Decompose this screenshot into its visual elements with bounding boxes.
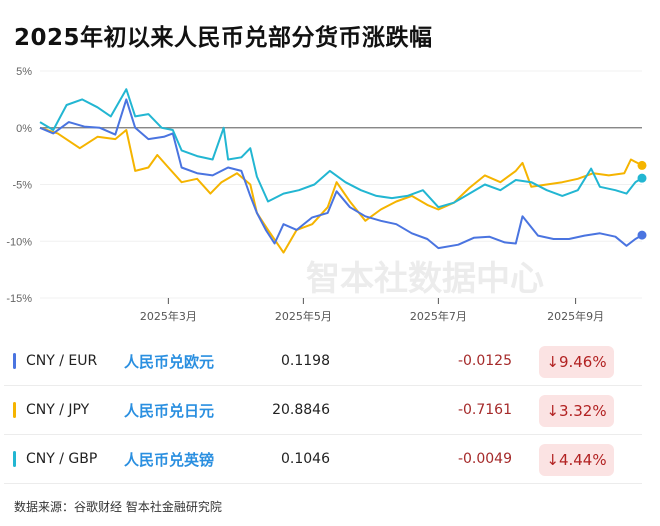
- series-line-cnyjpy: [39, 126, 643, 254]
- currency-row: CNY / GBP 人民币兑英镑 0.1046 -0.0049 ↓4.44%: [4, 436, 642, 484]
- x-tick-label: 2025年5月: [275, 309, 332, 323]
- percent-change-badge: ↓4.44%: [539, 444, 614, 476]
- line-chart: 5% 0% -5% -10% -15% 智本社数据中心 2025年3月 2025年5月 2025…: [6, 66, 647, 323]
- watermark: 智本社数据中心: [306, 259, 544, 299]
- x-tick-label: 2025年7月: [410, 309, 467, 323]
- pair-name: 人民币兑英镑: [124, 451, 215, 469]
- x-tick-label: 2025年9月: [547, 309, 604, 323]
- currency-row: CNY / EUR 人民币兑欧元 0.1198 -0.0125 ↓9.46%: [4, 338, 642, 386]
- percent-change-badge: ↓9.46%: [539, 346, 614, 378]
- x-tick-label: 2025年3月: [140, 309, 197, 323]
- page-title: 2025年初以来人民币兑部分货币涨跌幅: [14, 25, 433, 51]
- rate-value: 20.8846: [272, 402, 330, 418]
- series-end-dot: [637, 160, 647, 170]
- pair-label: CNY / GBP: [26, 451, 98, 467]
- change-value: -0.7161: [457, 402, 512, 418]
- series-end-dot: [637, 173, 647, 183]
- change-value: -0.0125: [457, 353, 512, 369]
- y-tick-label: 0%: [16, 123, 32, 135]
- pair-name: 人民币兑欧元: [124, 353, 215, 371]
- pair-name: 人民币兑日元: [124, 402, 215, 420]
- change-value: -0.0049: [457, 451, 512, 467]
- y-tick-label: 5%: [16, 66, 32, 78]
- series-color-marker: [13, 353, 16, 369]
- pair-label: CNY / JPY: [26, 402, 90, 418]
- series-line-cnyeur: [39, 98, 643, 250]
- series-color-marker: [13, 451, 16, 467]
- rate-value: 0.1198: [281, 353, 330, 369]
- series-end-dot: [637, 230, 647, 240]
- series-color-marker: [13, 402, 16, 418]
- percent-change-badge: ↓3.32%: [539, 395, 614, 427]
- y-tick-label: -5%: [12, 180, 32, 192]
- rate-value: 0.1046: [281, 451, 330, 467]
- y-tick-label: -15%: [6, 293, 32, 305]
- source-note: 数据来源：谷歌财经 智本社金融研究院: [14, 500, 222, 514]
- series-line-cnygbp: [39, 88, 643, 209]
- currency-row: CNY / JPY 人民币兑日元 20.8846 -0.7161 ↓3.32%: [4, 387, 642, 435]
- pair-label: CNY / EUR: [26, 353, 98, 369]
- y-tick-label: -10%: [6, 236, 32, 248]
